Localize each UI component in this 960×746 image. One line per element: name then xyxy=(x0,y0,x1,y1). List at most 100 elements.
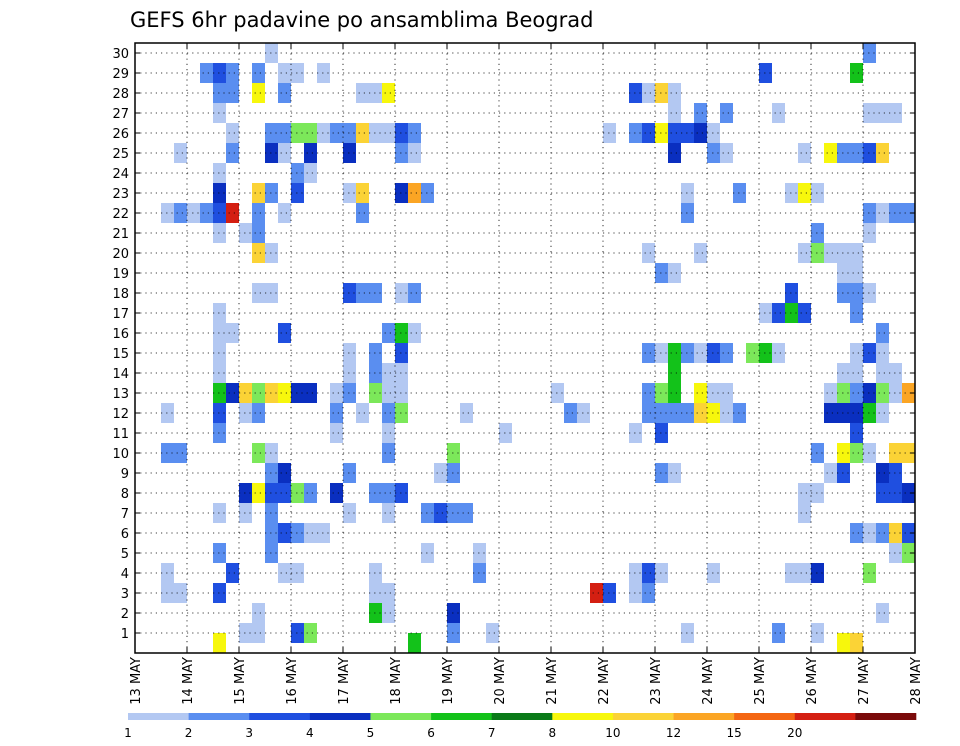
heatmap-cell xyxy=(187,203,200,223)
heatmap-cell xyxy=(343,183,356,203)
grid-layer xyxy=(134,43,916,653)
heatmap-cell xyxy=(265,243,278,263)
y-tick-label: 2 xyxy=(121,607,129,622)
heatmap-cell xyxy=(317,63,330,83)
heatmap-cell xyxy=(655,123,668,143)
heatmap-cell xyxy=(889,383,902,403)
heatmap-cell xyxy=(382,423,395,443)
heatmap-cell xyxy=(837,283,850,303)
heatmap-cell xyxy=(655,343,668,363)
heatmap-cell xyxy=(213,323,226,343)
heatmap-cell xyxy=(395,403,408,423)
heatmap-cell xyxy=(213,103,226,123)
y-tick-label: 1 xyxy=(121,627,129,642)
heatmap-cell xyxy=(161,583,174,603)
heatmap-cell xyxy=(642,583,655,603)
colorbar-label: 4 xyxy=(306,726,314,740)
heatmap-cell xyxy=(356,183,369,203)
heatmap-cell xyxy=(395,283,408,303)
heatmap-cell xyxy=(278,563,291,583)
heatmap-cell xyxy=(252,223,265,243)
heatmap-cell xyxy=(681,343,694,363)
heatmap-cell xyxy=(798,503,811,523)
heatmap-cell xyxy=(252,283,265,303)
heatmap-cell xyxy=(876,143,889,163)
colorbar-label: 15 xyxy=(727,726,742,740)
y-tick-label: 23 xyxy=(112,187,129,202)
colorbar-swatch xyxy=(370,713,432,720)
heatmap-cell xyxy=(291,383,304,403)
heatmap-cell xyxy=(174,443,187,463)
x-tick-label: 18 MAY xyxy=(389,657,404,705)
colorbar-label: 12 xyxy=(666,726,681,740)
heatmap-cell xyxy=(720,343,733,363)
heatmap-cell xyxy=(486,623,499,643)
heatmap-cell xyxy=(889,363,902,383)
heatmap-cell xyxy=(265,443,278,463)
heatmap-cell xyxy=(772,343,785,363)
heatmap-cell xyxy=(161,403,174,423)
heatmap-cell xyxy=(252,203,265,223)
heatmap-cell xyxy=(642,383,655,403)
heatmap-cell xyxy=(317,123,330,143)
heatmap-cell xyxy=(265,523,278,543)
heatmap-cell xyxy=(330,123,343,143)
heatmap-cell xyxy=(850,383,863,403)
x-tick-label: 15 MAY xyxy=(233,657,248,705)
heatmap-cell xyxy=(811,563,824,583)
heatmap-cell xyxy=(382,83,395,103)
heatmap-cell xyxy=(850,63,863,83)
heatmap-cell xyxy=(577,403,590,423)
heatmap-cell xyxy=(785,563,798,583)
heatmap-cell xyxy=(681,203,694,223)
heatmap-cell xyxy=(226,563,239,583)
heatmap-cell xyxy=(785,303,798,323)
heatmap-cell xyxy=(863,563,876,583)
heatmap-cell xyxy=(226,83,239,103)
heatmap-cell xyxy=(252,243,265,263)
heatmap-cell xyxy=(772,623,785,643)
x-tick-label: 28 MAY xyxy=(909,657,924,705)
heatmap-cell xyxy=(668,363,681,383)
heatmap-cell xyxy=(213,503,226,523)
heatmap-cell xyxy=(213,633,226,653)
heatmap-cell xyxy=(850,363,863,383)
heatmap-cell xyxy=(200,203,213,223)
heatmap-cell xyxy=(694,343,707,363)
heatmap-cell xyxy=(278,463,291,483)
heatmap-cell xyxy=(863,383,876,403)
y-tick-label: 24 xyxy=(112,167,129,182)
heatmap-cell xyxy=(200,63,213,83)
heatmap-cell xyxy=(889,543,902,563)
heatmap-cell xyxy=(798,483,811,503)
x-tick-label: 20 MAY xyxy=(493,657,508,705)
heatmap-cell xyxy=(369,563,382,583)
heatmap-cell xyxy=(278,523,291,543)
heatmap-cell xyxy=(252,183,265,203)
y-tick-label: 29 xyxy=(112,67,129,82)
heatmap-cell xyxy=(304,483,317,503)
heatmap-cell xyxy=(343,283,356,303)
heatmap-cell xyxy=(356,123,369,143)
y-tick-label: 21 xyxy=(112,227,129,242)
heatmap-cell xyxy=(876,343,889,363)
heatmap-cell xyxy=(265,483,278,503)
heatmap-cell xyxy=(252,483,265,503)
heatmap-cell xyxy=(369,283,382,303)
heatmap-cell xyxy=(837,463,850,483)
heatmap-cell xyxy=(720,103,733,123)
heatmap-cell xyxy=(213,203,226,223)
heatmap-cell xyxy=(707,343,720,363)
heatmap-cell xyxy=(902,483,915,503)
heatmap-cell xyxy=(694,383,707,403)
heatmap-cell xyxy=(850,633,863,653)
heatmap-cell xyxy=(213,163,226,183)
heatmap-cell xyxy=(278,323,291,343)
colorbar-swatch xyxy=(249,713,311,720)
heatmap-cell xyxy=(655,563,668,583)
heatmap-cell xyxy=(278,383,291,403)
heatmap-cell xyxy=(590,583,603,603)
heatmap-cell xyxy=(395,143,408,163)
colorbar-label: 1 xyxy=(124,726,132,740)
